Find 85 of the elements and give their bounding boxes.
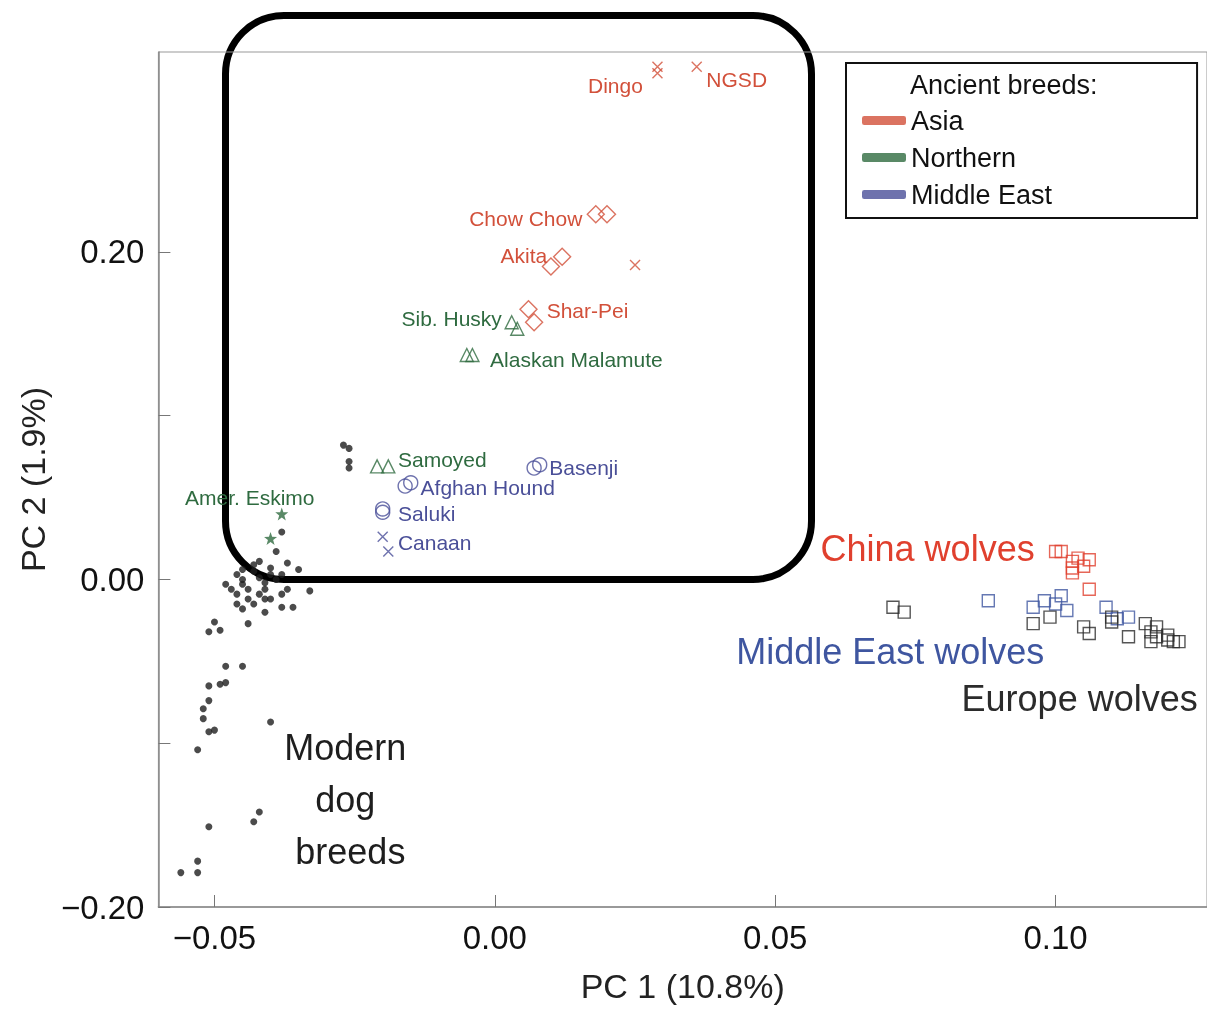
point [1065,566,1080,580]
annotation: China wolves [820,528,1035,570]
point [886,600,900,614]
legend-label: Middle East [911,179,1053,210]
annotation: Sib. Husky [401,306,503,330]
point [1076,620,1091,634]
point [1138,616,1153,631]
y-tick-label: 0.00 [80,560,145,598]
annotation: Europe wolves [961,678,1198,720]
x-tick-label: 0.10 [1023,919,1088,956]
point [1026,616,1040,631]
point [1161,633,1175,647]
point [1149,620,1164,634]
point [519,299,538,319]
point [1054,544,1068,559]
point [397,478,413,494]
legend-label: Asia [911,105,965,136]
point [1104,615,1119,629]
point [981,594,996,608]
point [382,545,395,558]
point [1166,634,1181,649]
point [1110,612,1124,626]
point [532,457,548,473]
point [651,67,664,79]
point [504,315,519,330]
annotation: NGSD [706,68,768,92]
x-tick-label: −0.05 [172,919,257,956]
point [377,531,389,543]
x-axis-title: PC 1 (10.8%) [580,967,785,1005]
annotation: Saluki [398,501,456,525]
point [1060,603,1074,618]
point [1043,610,1057,624]
annotation: Alaskan Malamute [490,347,663,371]
point [510,321,525,337]
point [1071,551,1085,565]
annotation: Chow Chow [469,206,584,230]
annotation: Canaan [397,531,472,555]
point [552,247,572,266]
y-axis-title: PC 2 (1.9%) [14,386,52,573]
point [597,204,617,224]
annotation: Akita [500,244,548,268]
point [1082,553,1096,567]
point [1099,600,1113,614]
y-tick-label: −0.20 [60,888,145,926]
point [586,204,605,224]
point [629,259,641,271]
point [1048,597,1063,611]
point [1082,626,1096,641]
annotation: Dingo [588,73,643,97]
point [1082,582,1096,596]
point [1076,559,1091,574]
point [651,61,664,73]
x-tick-label: 0.00 [462,919,527,956]
y-tick-label: 0.20 [80,233,145,271]
point [264,531,278,545]
legend-label: Northern [911,142,1017,173]
point [691,61,703,73]
point [1104,610,1119,624]
point [524,313,544,332]
point [275,507,289,521]
point [1048,544,1063,559]
point [1026,600,1040,614]
x-tick-label: 0.05 [743,919,808,956]
annotation: Middle East wolves [736,631,1045,673]
annotation: Modern dog breeds [284,726,417,872]
point [1121,630,1136,644]
point [381,459,396,474]
annotation: Shar-Pei [546,298,629,322]
point [459,347,475,363]
point [1037,594,1052,608]
point [1121,610,1136,624]
annotation: Samoyed [397,447,487,471]
point [897,605,911,619]
point [1161,628,1175,642]
point [1065,561,1080,575]
point [369,459,385,474]
point [465,347,480,363]
point [1149,630,1164,644]
point [403,475,419,491]
legend-title: Ancient breeds: [910,69,1098,100]
point [1054,589,1068,603]
point [1144,625,1158,639]
point [1172,634,1186,649]
point [1144,634,1158,649]
point [526,460,542,476]
